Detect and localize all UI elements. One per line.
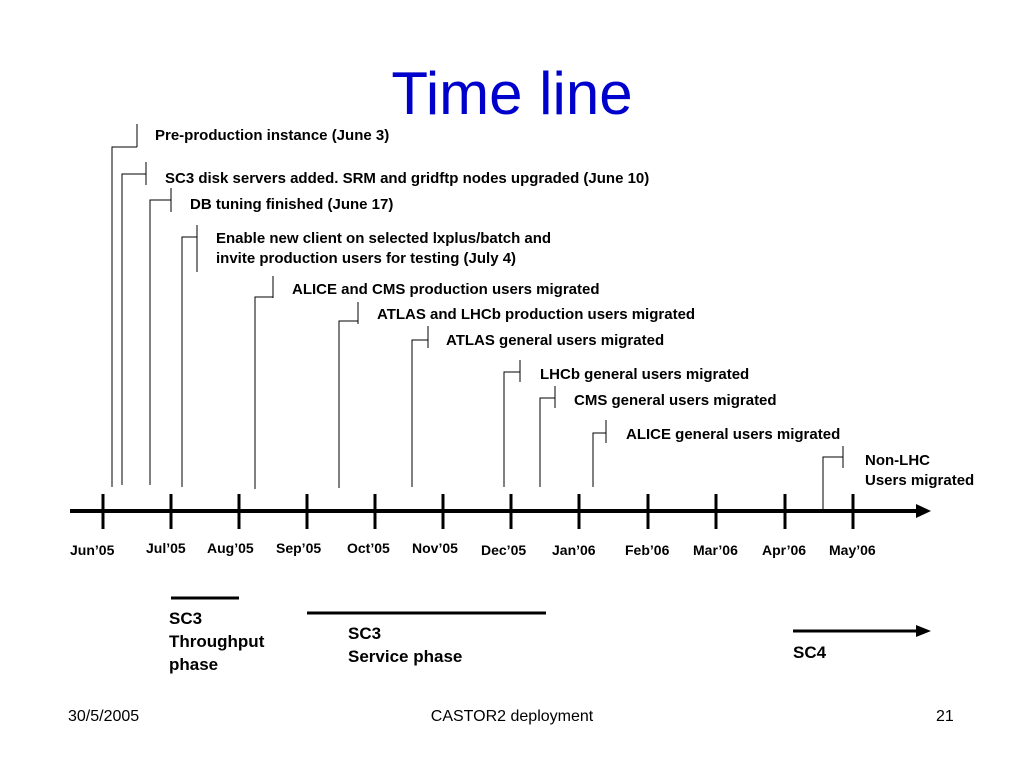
event-connector	[503, 360, 521, 487]
month-label: Sep’05	[276, 540, 322, 556]
event-connector	[254, 276, 274, 489]
month-label: Apr’06	[762, 542, 807, 558]
phase-label-sc3-throughput-line3: phase	[169, 655, 219, 674]
phase-label-sc3-service-line2: Service phase	[348, 647, 463, 666]
event-label-alice-cms-production: ALICE and CMS production users migrated	[292, 281, 600, 298]
month-label: Jul’05	[146, 540, 186, 556]
month-label: Mar’06	[693, 542, 738, 558]
event-connector	[111, 124, 138, 487]
month-label: May’06	[829, 542, 876, 558]
month-label: Nov’05	[412, 540, 458, 556]
footer-page-number: 21	[936, 708, 954, 725]
phase-label-sc3-service-line1: SC3	[348, 624, 382, 643]
event-connector	[592, 420, 607, 487]
footer-title: CASTOR2 deployment	[430, 708, 594, 725]
event-label-db-tuning: DB tuning finished (June 17)	[190, 196, 394, 213]
month-label: Jun’05	[70, 542, 115, 558]
event-label-atlas-lhcb-production: ATLAS and LHCb production users migrated	[377, 306, 696, 323]
event-connector	[149, 188, 172, 485]
event-connector	[181, 225, 198, 487]
event-connector	[338, 302, 359, 488]
slide-title: Time line	[391, 60, 633, 127]
event-label-lhcb-general: LHCb general users migrated	[540, 366, 750, 383]
timeline-axis-arrowhead	[916, 504, 931, 518]
event-connector	[822, 446, 844, 510]
month-label: Dec’05	[481, 542, 527, 558]
sc4-arrowhead	[916, 625, 931, 637]
event-label-atlas-general: ATLAS general users migrated	[446, 332, 665, 349]
event-label-alice-general: ALICE general users migrated	[626, 426, 841, 443]
phase-label-sc3-throughput-line2: Throughput	[169, 632, 265, 651]
event-label-cms-general: CMS general users migrated	[574, 392, 777, 409]
event-label-non-lhc-line2: Users migrated	[865, 472, 975, 489]
event-label-preproduction: Pre-production instance (June 3)	[155, 127, 390, 144]
event-connector	[539, 386, 556, 487]
event-connector	[121, 162, 147, 485]
month-label: Feb’06	[625, 542, 670, 558]
phase-label-sc3-throughput-line1: SC3	[169, 609, 203, 628]
event-label-new-client-line2: invite production users for testing (Jul…	[216, 250, 517, 267]
event-label-sc3-disk-servers: SC3 disk servers added. SRM and gridftp …	[165, 170, 650, 187]
event-label-non-lhc-line1: Non-LHC	[865, 452, 930, 469]
event-connector	[411, 326, 429, 487]
phase-label-sc4: SC4	[793, 643, 827, 662]
month-label: Oct’05	[347, 540, 390, 556]
month-label: Jan’06	[552, 542, 596, 558]
footer-date: 30/5/2005	[68, 708, 140, 725]
event-label-new-client-line1: Enable new client on selected lxplus/bat…	[216, 230, 552, 247]
month-label: Aug’05	[207, 540, 254, 556]
